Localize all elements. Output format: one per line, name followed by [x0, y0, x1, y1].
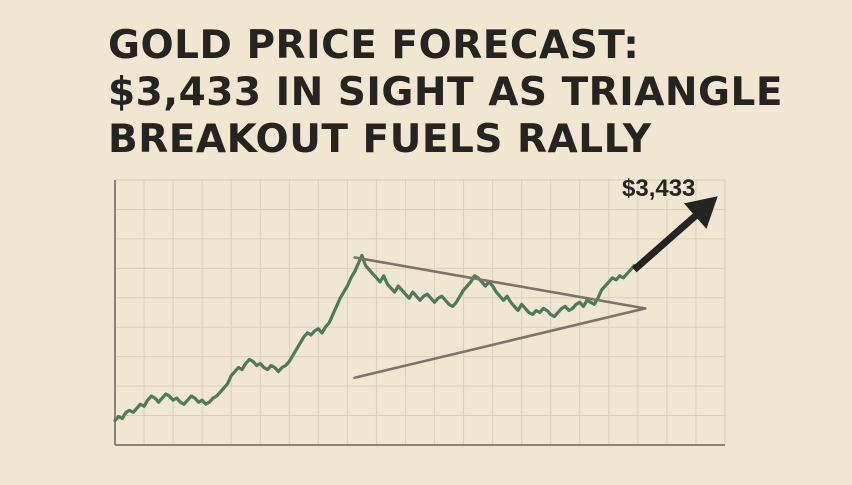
headline-line-2: $3,433 IN SIGHT AS TRIANGLE	[108, 70, 784, 115]
headline: GOLD PRICE FORECAST: $3,433 IN SIGHT AS …	[108, 22, 783, 163]
headline-line-3: BREAKOUT FUELS RALLY	[108, 117, 652, 162]
chart-axes	[114, 180, 725, 446]
price-series-line	[113, 253, 636, 423]
triangle-upper-trendline	[353, 256, 647, 310]
price-target-label: $3,433	[622, 175, 695, 202]
breakout-arrow-head	[683, 196, 718, 229]
breakout-arrow-shaft	[631, 212, 700, 273]
triangle-lower-trendline	[353, 307, 647, 380]
headline-line-1: GOLD PRICE FORECAST:	[108, 23, 640, 68]
